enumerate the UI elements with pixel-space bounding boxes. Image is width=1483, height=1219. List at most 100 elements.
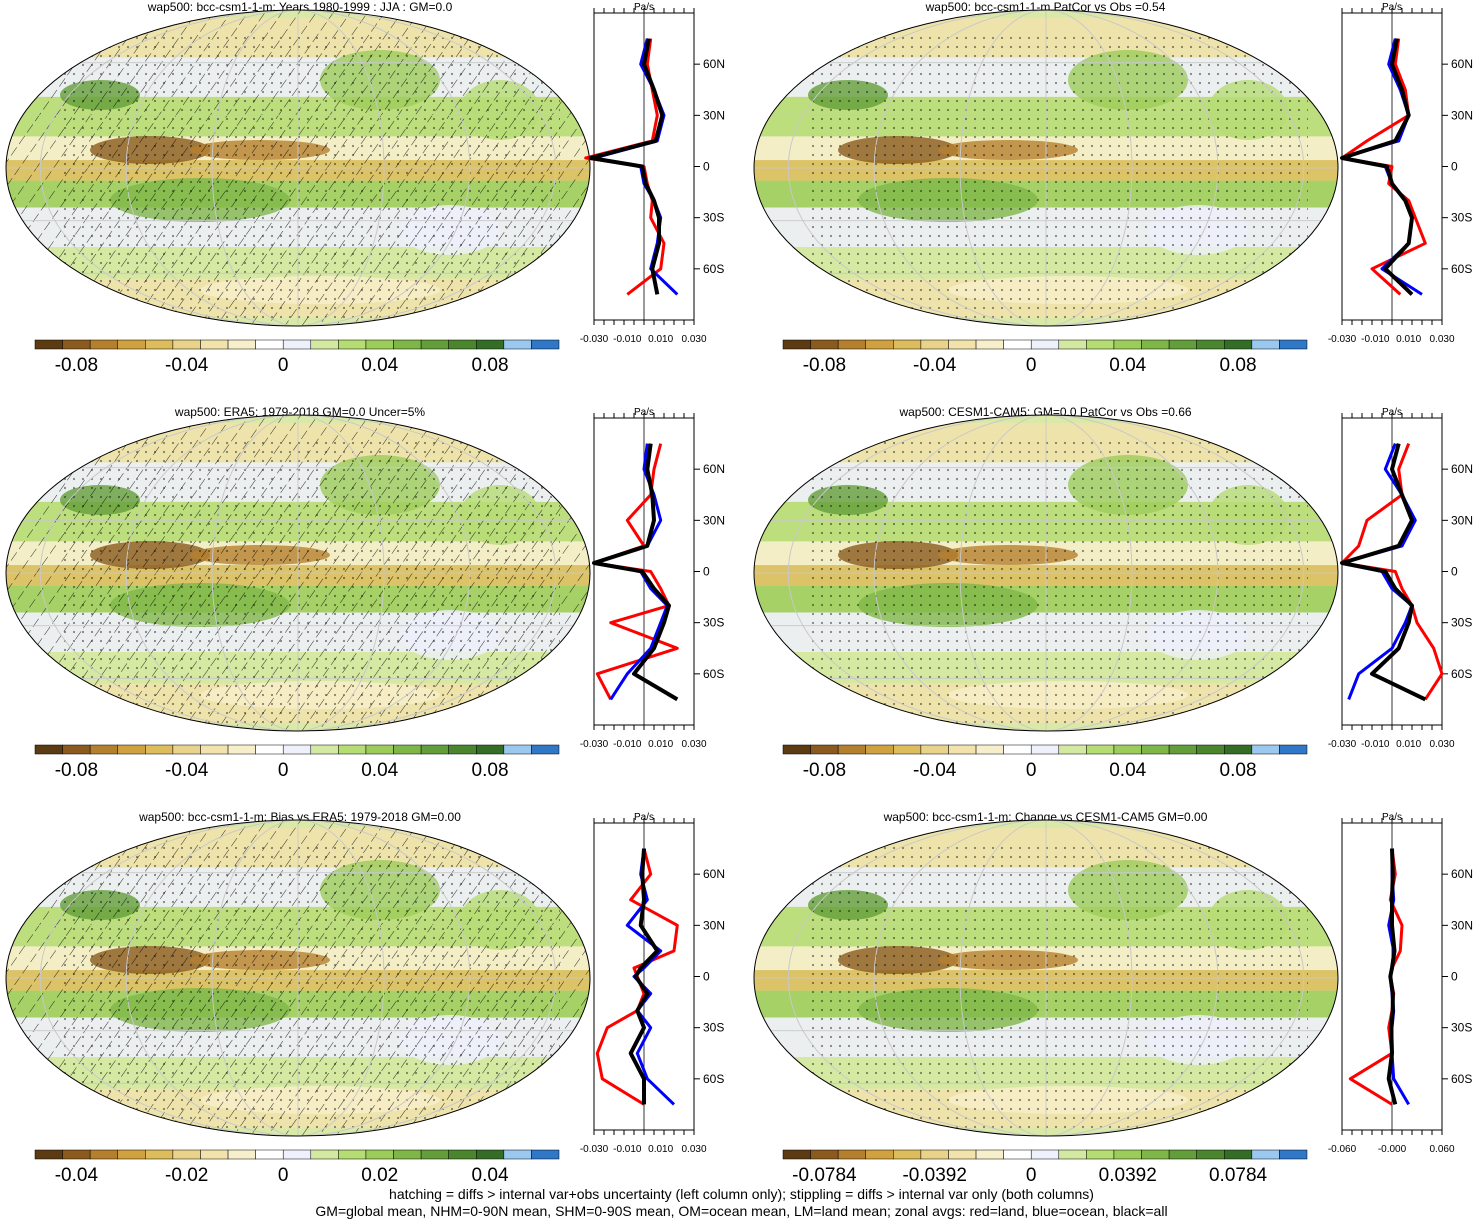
colorbar-box — [35, 745, 63, 754]
colorbar-box — [90, 1150, 118, 1159]
colorbar-label: 0.04 — [361, 355, 398, 376]
colorbar-box — [976, 745, 1004, 754]
lat-label: 30S — [1451, 1021, 1472, 1035]
colorbar-box — [145, 340, 173, 349]
colorbar-box — [811, 1150, 839, 1159]
colorbar-label: 0.02 — [361, 1165, 398, 1186]
lat-label: 60N — [1451, 462, 1473, 476]
colorbar-box — [421, 745, 449, 754]
caption-line-1: hatching = diffs > internal var+obs unce… — [0, 1186, 1483, 1202]
colorbar-label: 0.08 — [472, 355, 509, 376]
colorbar-label: 0.0784 — [1209, 1165, 1268, 1186]
colorbar-box — [338, 340, 366, 349]
colorbar-box — [1114, 745, 1142, 754]
lat-label: 60S — [1451, 262, 1472, 276]
zonal-x-tick-label: -0.010 — [613, 739, 642, 750]
colorbar-box — [1252, 745, 1280, 754]
zonal-x-tick-label: -0.030 — [1328, 739, 1357, 750]
colorbar-label: -0.0784 — [792, 1165, 857, 1186]
lat-label: 30N — [1451, 108, 1473, 122]
lat-label: 30N — [1451, 513, 1473, 527]
zonal-x-tick-label: 0.030 — [681, 739, 706, 750]
colorbar-box — [1086, 340, 1114, 349]
colorbar-box — [921, 340, 949, 349]
lat-label: 30S — [1451, 616, 1472, 630]
lat-label: 30N — [703, 513, 725, 527]
colorbar-box — [1031, 745, 1059, 754]
colorbar-box — [90, 745, 118, 754]
colorbar-box — [866, 340, 894, 349]
colorbar-label: -0.08 — [55, 355, 98, 376]
colorbar-box — [256, 1150, 284, 1159]
colorbar-label: -0.08 — [803, 355, 846, 376]
colorbar-box — [1279, 745, 1307, 754]
colorbar-label: 0 — [1026, 760, 1037, 781]
colorbar-label: -0.04 — [913, 355, 957, 376]
zonal-series-ocean — [594, 444, 667, 700]
zonal-x-tick-label: -0.030 — [580, 739, 609, 750]
colorbar-box — [173, 340, 201, 349]
colorbar-box — [1142, 1150, 1170, 1159]
colorbar-box — [838, 1150, 866, 1159]
colorbar-box — [1197, 340, 1225, 349]
colorbar-label: 0 — [278, 760, 289, 781]
lat-label: 30S — [703, 1021, 724, 1035]
colorbar-box — [1224, 1150, 1252, 1159]
colorbar-label: 0.04 — [361, 760, 398, 781]
colorbar-box — [783, 1150, 811, 1159]
colorbar-box — [948, 1150, 976, 1159]
zonal-unit-label: Pa/s — [634, 812, 654, 823]
zonal-x-tick-label: -0.000 — [1378, 1144, 1407, 1155]
colorbar-box — [1197, 745, 1225, 754]
colorbar-label: 0.08 — [1220, 355, 1257, 376]
zonal-unit-label: Pa/s — [634, 2, 654, 13]
colorbar-box — [366, 745, 394, 754]
zonal-x-tick-label: 0.010 — [648, 1144, 673, 1155]
lat-label: 60N — [1451, 57, 1473, 71]
map-3 — [748, 405, 1348, 745]
zonal-series-land — [586, 39, 664, 295]
colorbar-label: 0.0392 — [1099, 1165, 1157, 1186]
colorbar-box — [783, 340, 811, 349]
colorbar-box — [90, 340, 118, 349]
zonal-unit-label: Pa/s — [634, 407, 654, 418]
lat-label: 30S — [703, 211, 724, 225]
colorbar-label: 0 — [1026, 1165, 1037, 1186]
colorbar-box — [504, 1150, 532, 1159]
colorbar-box — [811, 340, 839, 349]
zonal-x-tick-label: -0.010 — [1361, 739, 1390, 750]
colorbar-box — [145, 1150, 173, 1159]
colorbar-box — [118, 1150, 146, 1159]
colorbar-box — [1169, 340, 1197, 349]
lat-label: 30S — [1451, 211, 1472, 225]
colorbar-label: 0 — [278, 1165, 289, 1186]
zonal-x-tick-label: 0.030 — [1429, 739, 1454, 750]
colorbar-box — [504, 340, 532, 349]
colorbar-label: 0 — [1026, 355, 1037, 376]
colorbar-label: 0.08 — [1220, 760, 1257, 781]
colorbar-label: -0.04 — [55, 1165, 99, 1186]
colorbar-box — [1279, 340, 1307, 349]
lat-label: 30N — [703, 918, 725, 932]
colorbar-box — [118, 340, 146, 349]
zonal-unit-label: Pa/s — [1382, 2, 1402, 13]
colorbar-box — [173, 1150, 201, 1159]
colorbar-box — [1169, 1150, 1197, 1159]
colorbar-box — [283, 340, 311, 349]
colorbar-box — [394, 340, 422, 349]
colorbar-label: 0.08 — [472, 760, 509, 781]
colorbar-box — [1114, 340, 1142, 349]
colorbar-box — [1086, 1150, 1114, 1159]
colorbar-box — [145, 745, 173, 754]
colorbar-box — [1224, 340, 1252, 349]
colorbar-box — [866, 1150, 894, 1159]
colorbar-box — [63, 745, 91, 754]
colorbar-label: -0.08 — [55, 760, 98, 781]
lat-label: 60N — [703, 462, 725, 476]
